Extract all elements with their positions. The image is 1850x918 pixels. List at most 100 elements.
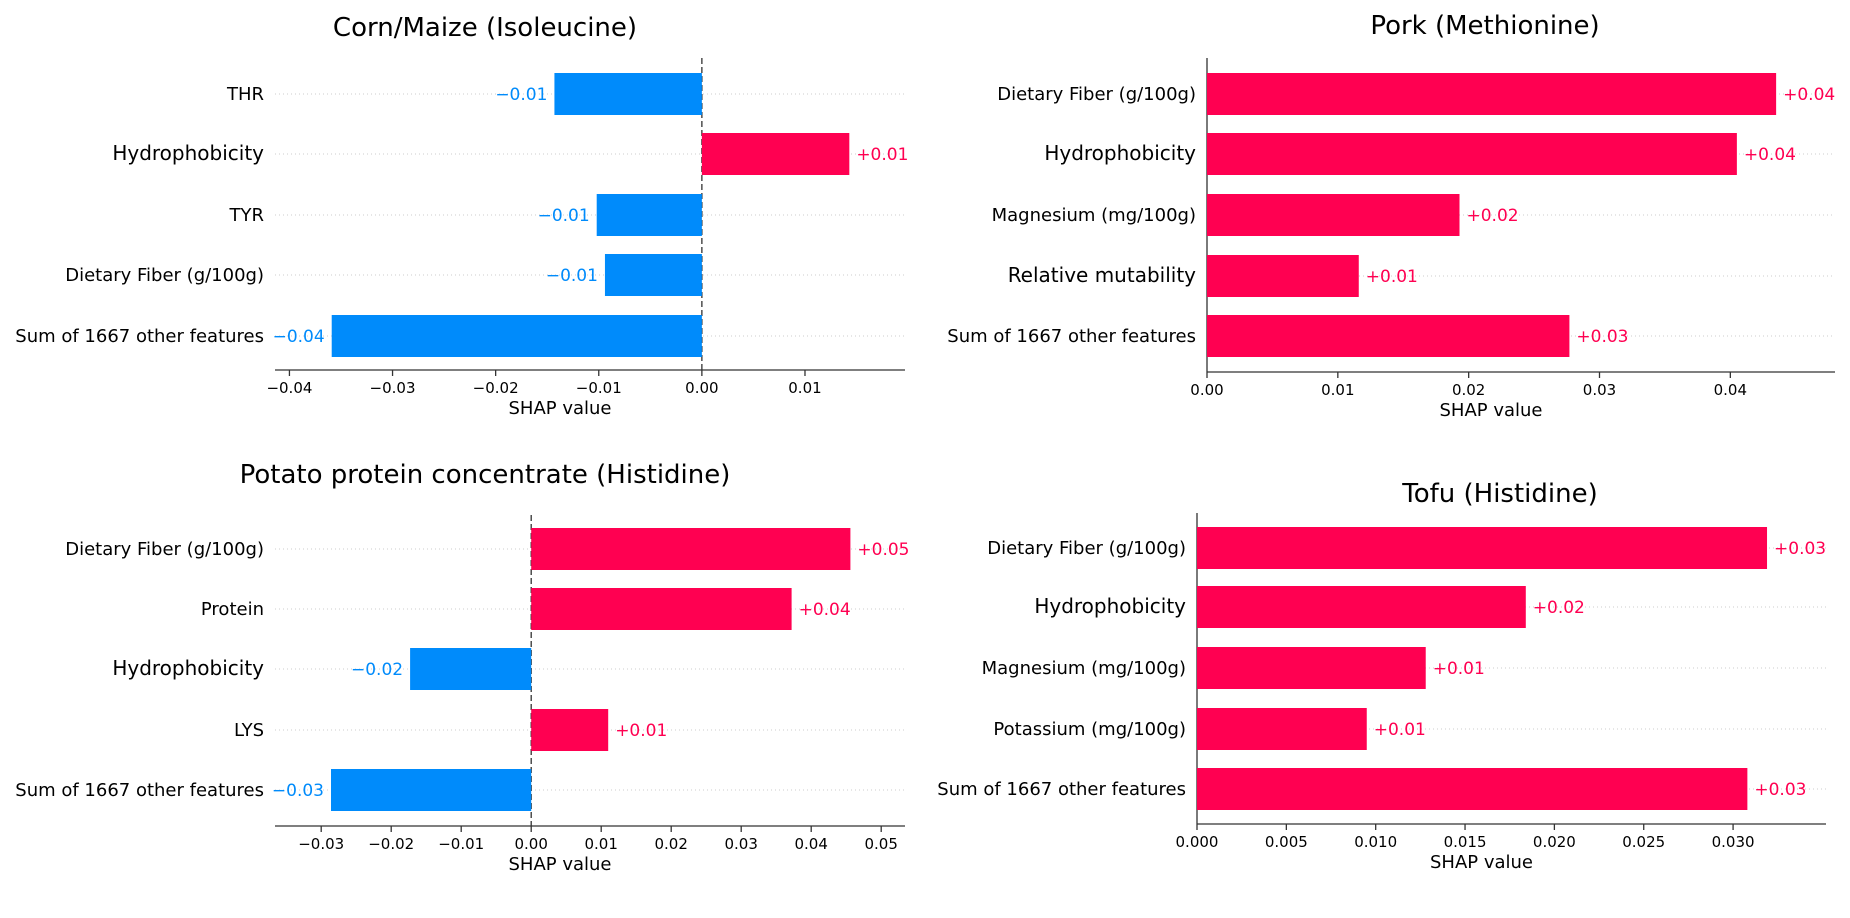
value-label: +0.01 (615, 721, 667, 741)
x-tick-label: 0.05 (864, 835, 897, 853)
chart-title: Potato protein concentrate (Histidine) (240, 460, 731, 490)
bar (1207, 315, 1570, 357)
chart-title: Pork (Methionine) (1370, 11, 1599, 41)
x-tick-label: −0.02 (368, 835, 414, 853)
value-label: +0.01 (1366, 267, 1418, 287)
x-tick-label: 0.02 (1452, 381, 1485, 399)
chart-panel-2: Pork (Methionine) Dietary Fiber (g/100g) +… (947, 11, 1835, 421)
category-label: Sum of 1667 other features (947, 326, 1196, 347)
value-label: −0.02 (351, 660, 403, 680)
bar (1207, 133, 1737, 175)
category-label: Hydrophobicity (1044, 141, 1196, 165)
bar (604, 254, 702, 296)
bar (1207, 255, 1359, 297)
x-tick-label: 0.010 (1354, 833, 1397, 851)
x-tick-label: 0.01 (788, 379, 821, 397)
x-tick-label: 0.020 (1533, 833, 1576, 851)
bar (1197, 768, 1748, 810)
x-tick-label: 0.00 (685, 379, 718, 397)
bar (331, 315, 702, 357)
value-label: +0.01 (856, 145, 908, 165)
x-tick-label: 0.01 (584, 835, 617, 853)
bar (531, 709, 609, 751)
value-label: +0.04 (1744, 145, 1796, 165)
x-tick-label: 0.00 (1190, 381, 1223, 399)
x-axis-label: SHAP value (508, 398, 611, 419)
x-tick-label: 0.03 (724, 835, 757, 853)
x-tick-label: 0.04 (1714, 381, 1747, 399)
value-label: +0.05 (857, 540, 909, 560)
x-tick-label: 0.01 (1321, 381, 1354, 399)
chart-title: Corn/Maize (Isoleucine) (333, 13, 637, 43)
x-axis-label: SHAP value (1430, 852, 1533, 873)
value-label: +0.02 (1533, 598, 1585, 618)
bar (531, 528, 851, 570)
bar (531, 588, 792, 630)
category-label: Hydrophobicity (1034, 594, 1186, 618)
category-label: THR (226, 84, 264, 105)
x-tick-label: 0.015 (1444, 833, 1487, 851)
x-tick-label: 0.04 (794, 835, 827, 853)
category-label: Sum of 1667 other features (15, 780, 264, 801)
value-label: −0.01 (495, 85, 547, 105)
value-label: +0.03 (1576, 327, 1628, 347)
x-tick-label: 0.005 (1265, 833, 1308, 851)
x-tick-label: −0.01 (438, 835, 484, 853)
value-label: −0.04 (273, 327, 325, 347)
chart-panel-4: Tofu (Histidine) Dietary Fiber (g/100g) +0… (937, 479, 1826, 873)
category-label: Dietary Fiber (g/100g) (997, 84, 1196, 105)
category-label: Magnesium (mg/100g) (982, 658, 1186, 679)
category-label: LYS (234, 720, 264, 741)
chart-panel-3: Potato protein concentrate (Histidine) Di… (15, 460, 909, 875)
x-tick-label: −0.01 (576, 379, 622, 397)
value-label: +0.04 (799, 600, 851, 620)
category-label: Dietary Fiber (g/100g) (65, 265, 264, 286)
value-label: +0.02 (1467, 206, 1519, 226)
x-tick-label: 0.02 (654, 835, 687, 853)
bar (554, 73, 702, 115)
value-label: +0.03 (1774, 539, 1826, 559)
value-label: +0.01 (1433, 659, 1485, 679)
x-tick-label: −0.03 (298, 835, 344, 853)
x-tick-label: 0.000 (1176, 833, 1219, 851)
x-axis-label: SHAP value (508, 854, 611, 875)
value-label: −0.01 (538, 206, 590, 226)
bar (410, 648, 532, 690)
category-label: Magnesium (mg/100g) (992, 205, 1196, 226)
bar (1197, 586, 1526, 628)
bar (1197, 708, 1367, 750)
x-tick-label: 0.00 (514, 835, 547, 853)
category-label: Hydrophobicity (112, 656, 264, 680)
bar (1197, 647, 1426, 689)
category-label: Protein (201, 599, 264, 620)
value-label: −0.03 (272, 781, 324, 801)
value-label: +0.03 (1754, 780, 1806, 800)
category-label: Dietary Fiber (g/100g) (987, 538, 1186, 559)
bar (1207, 73, 1777, 115)
x-tick-label: 0.03 (1583, 381, 1616, 399)
x-tick-label: −0.03 (370, 379, 416, 397)
x-tick-label: 0.025 (1622, 833, 1665, 851)
bar (331, 769, 532, 811)
x-tick-label: 0.030 (1712, 833, 1755, 851)
value-label: +0.04 (1783, 85, 1835, 105)
category-label: Potassium (mg/100g) (993, 719, 1186, 740)
x-tick-label: −0.02 (473, 379, 519, 397)
category-label: TYR (229, 205, 265, 226)
x-tick-label: −0.04 (266, 379, 312, 397)
bar (701, 133, 850, 175)
bar (1207, 194, 1460, 236)
category-label: Sum of 1667 other features (937, 779, 1186, 800)
value-label: −0.01 (546, 266, 598, 286)
category-label: Dietary Fiber (g/100g) (65, 539, 264, 560)
category-label: Sum of 1667 other features (15, 326, 264, 347)
bar (1197, 527, 1768, 569)
category-label: Relative mutability (1008, 263, 1196, 287)
x-axis-label: SHAP value (1439, 400, 1542, 421)
category-label: Hydrophobicity (112, 141, 264, 165)
bar (596, 194, 702, 236)
value-label: +0.01 (1374, 720, 1426, 740)
chart-title: Tofu (Histidine) (1401, 479, 1598, 509)
chart-panel-1: Corn/Maize (Isoleucine) THR −0.01 Hydrophob… (15, 13, 908, 419)
